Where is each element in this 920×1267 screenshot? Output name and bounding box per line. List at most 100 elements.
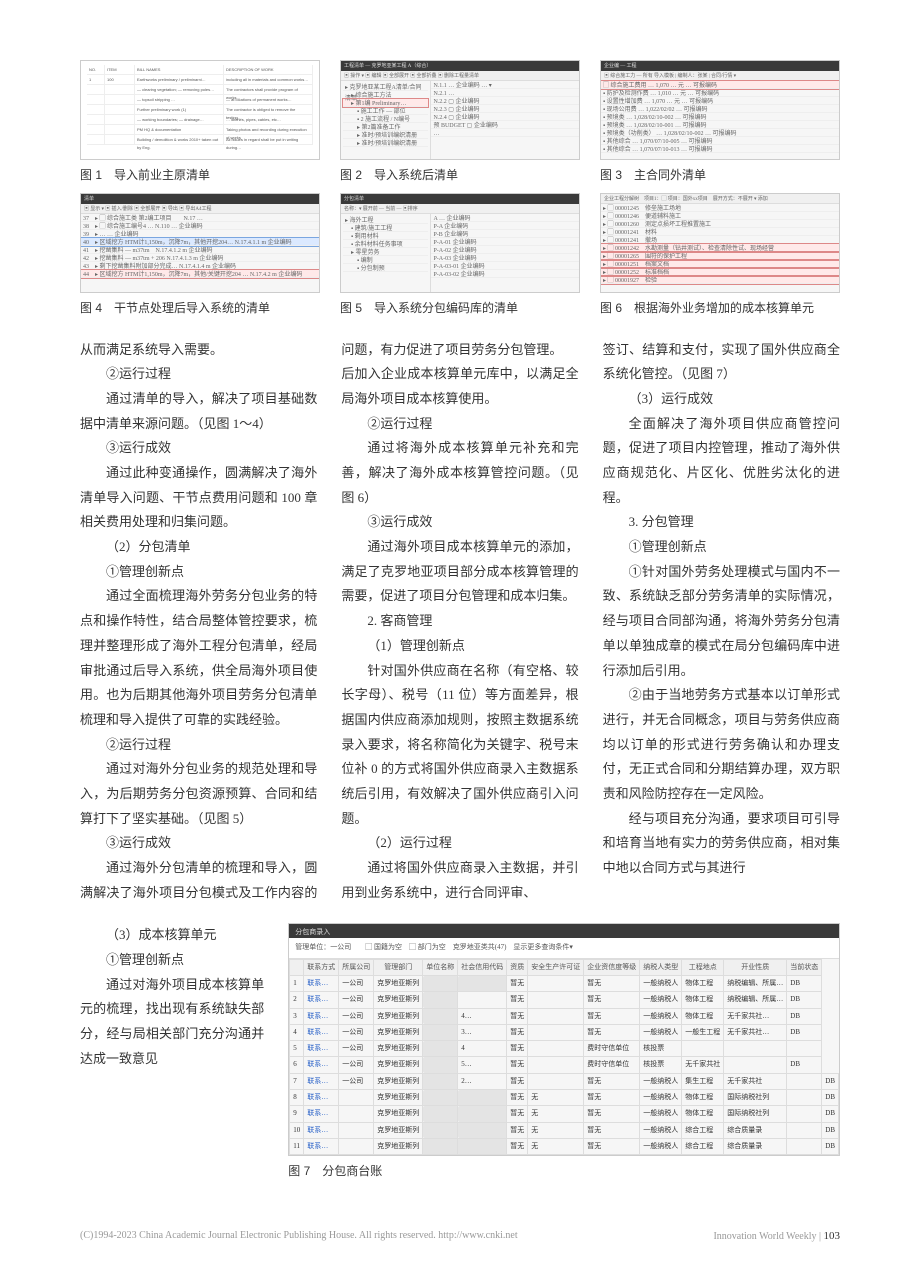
table-cell: 一般生工程 [682,1024,724,1040]
table-cell [787,1073,822,1089]
table-row: 9联系…克罗地亚斯列████████暂无无暂无一般纳税人物体工程国际纳税社列DB [290,1106,839,1122]
figure-7-title: 分包商录入 [289,924,839,938]
table-row: 11联系…克罗地亚斯列████████暂无无暂无一般纳税人综合工程综合质量录DB [290,1138,839,1154]
table-cell [528,1008,584,1024]
table-cell: ████ [423,1122,458,1138]
table-cell: DB [822,1138,839,1154]
table-cell: 暂无 [584,1073,640,1089]
table-cell [339,1122,374,1138]
table-cell: 暂无 [507,1057,528,1073]
paragraph: 从而满足系统导入需要。 [80,338,317,363]
table-header: 当前状态 [787,959,822,975]
figure-4-caption: 图 4 干节点处理后导入系统的清单 [80,297,320,320]
table-cell: 1 [290,976,304,992]
table-cell: 一般纳税人 [640,1090,682,1106]
table-cell: 集生工程 [682,1073,724,1089]
table-cell: 克罗地亚斯列 [374,1106,423,1122]
table-cell: 物体工程 [682,1106,724,1122]
table-cell: 4 [458,1041,507,1057]
table-header: 企业资信度等级 [584,959,640,975]
table-cell: 4 [290,1024,304,1040]
figure-7-table: 联系方式所属公司管理部门单位名称社会信用代码资质安全生产许可证企业资信度等级纳税… [289,959,839,1156]
paragraph: 签订、结算和支付，实现了国外供应商全系统化管控。（见图 7） [603,338,840,387]
figure-5: 分包清单 名称：▾ 展开前 — 当前 — ▣排序 ▸ 海外工程 ▪ 建筑/施工工… [340,193,580,320]
table-cell: 暂无 [507,1008,528,1024]
figure-3: 企业编 — 工程 ▣ 综合施工力 — 所有 导入模板 | 编制人：张某 | 合同… [600,60,840,187]
figure-7-wrap: 分包商录入 管理单位：一公司 ▢ 国籍为空 ▢ 部门为空 克罗地亚类共(47) … [288,923,840,1183]
table-cell [682,1041,724,1057]
table-cell: 一公司 [339,992,374,1008]
table-cell: 一公司 [339,1024,374,1040]
paragraph: ②运行过程 [80,733,317,758]
table-cell: ████ [423,976,458,992]
figure-5-caption: 图 5 导入系统分包编码库的清单 [340,297,580,320]
table-row: 4联系…一公司克罗地亚斯列████3…暂无暂无一般纳税人一般生工程无千家共社…D… [290,1024,839,1040]
paragraph: 3. 分包管理 [603,510,840,535]
table-cell: 一般纳税人 [640,992,682,1008]
table-cell: DB [787,976,822,992]
table-cell: 克罗地亚斯列 [374,1073,423,1089]
table-header: 安全生产许可证 [528,959,584,975]
table-cell: ████ [423,1138,458,1154]
table-cell: 物体工程 [682,1008,724,1024]
table-cell: ████ [423,1073,458,1089]
table-cell: 联系… [304,1008,339,1024]
paragraph: ③运行成效 [80,436,317,461]
paragraph: 后加入企业成本核算单元库中，以满足全局海外项目成本核算使用。 [341,362,578,411]
figure-2-caption: 图 2 导入系统后清单 [340,164,580,187]
table-cell: ████ [423,1008,458,1024]
table-cell: 联系… [304,1106,339,1122]
table-cell: 3 [290,1008,304,1024]
table-row: 2联系…一公司克罗地亚斯列████暂无暂无一般纳税人物体工程纳税编辑、所属…DB [290,992,839,1008]
paragraph: 通过此种变通操作，圆满解决了海外清单导入问题、干节点费用问题和 100 章相关费… [80,461,317,535]
table-cell: 暂无 [507,1106,528,1122]
figure-row-1: NO.ITEMBILL NAMESDESCRIPTION OF WORK 110… [80,60,840,187]
table-cell: 暂无 [584,1024,640,1040]
paragraph: 全面解决了海外项目供应商管控问题，促进了项目内控管理，推动了海外供应商规范化、片… [603,412,840,511]
table-cell: 一公司 [339,1008,374,1024]
figure-7-caption: 图 7 分包商台账 [288,1160,840,1183]
lower-region: （3）成本核算单元 ①管理创新点 通过对海外项目成本核算单元的梳理，找出现有系统… [80,923,840,1183]
table-cell: DB [787,992,822,1008]
table-cell: ████ [458,976,507,992]
table-cell: DB [787,1057,822,1073]
table-cell: 9 [290,1106,304,1122]
paragraph: 通过对海外项目成本核算单元的梳理，找出现有系统缺失部分，经与局相关部门充分沟通并… [80,973,264,1072]
table-row: 5联系…一公司克罗地亚斯列████4暂无费时守信单位核投票 [290,1041,839,1057]
table-cell: 暂无 [507,1041,528,1057]
table-row: 6联系…一公司克罗地亚斯列████5…暂无费时守信单位核投票无千家共社DB [290,1057,839,1073]
table-cell: 11 [290,1138,304,1154]
figure-3-thumb: 企业编 — 工程 ▣ 综合施工力 — 所有 导入模板 | 编制人：张某 | 合同… [600,60,840,160]
table-cell: 无 [528,1138,584,1154]
table-row: 1联系…一公司克罗地亚斯列████████暂无暂无一般纳税人物体工程纳税编辑、所… [290,976,839,992]
table-cell [528,1041,584,1057]
figure-2: 工程清单 — 克罗地亚某工程 A（综合） ▣ 操作 ▾ ▣ 编辑 ▣ 全部展开 … [340,60,580,187]
table-cell: 联系… [304,992,339,1008]
table-cell: DB [822,1106,839,1122]
table-cell: 综合工程 [682,1122,724,1138]
figure-7-thumb: 分包商录入 管理单位：一公司 ▢ 国籍为空 ▢ 部门为空 克罗地亚类共(47) … [288,923,840,1156]
table-cell [528,976,584,992]
figure-6: 企业工程分解树 项目1：▢ 项目：国外xx项目 展开方式：不展开 ▾ 添加 ▸ … [600,193,840,320]
figure-5-thumb: 分包清单 名称：▾ 展开前 — 当前 — ▣排序 ▸ 海外工程 ▪ 建筑/施工工… [340,193,580,293]
table-cell: 物体工程 [682,976,724,992]
table-cell: 综合质量录 [724,1122,787,1138]
table-cell: ████ [458,1122,507,1138]
table-cell: ████ [423,1106,458,1122]
table-cell: 核投票 [640,1057,682,1073]
table-cell: 联系… [304,1073,339,1089]
table-cell [528,1073,584,1089]
table-cell: DB [822,1090,839,1106]
paragraph: ③运行成效 [341,510,578,535]
paragraph: ①管理创新点 [80,948,264,973]
table-cell: 暂无 [584,1008,640,1024]
paragraph: ①管理创新点 [603,535,840,560]
paragraph: ②运行过程 [341,412,578,437]
table-cell: 无千家共社 [682,1057,724,1073]
table-cell [787,1090,822,1106]
paragraph: （1）管理创新点 [341,634,578,659]
table-cell: 无千家共社… [724,1024,787,1040]
table-cell: ████ [423,1041,458,1057]
table-cell [528,1057,584,1073]
table-header: 管理部门 [374,959,423,975]
